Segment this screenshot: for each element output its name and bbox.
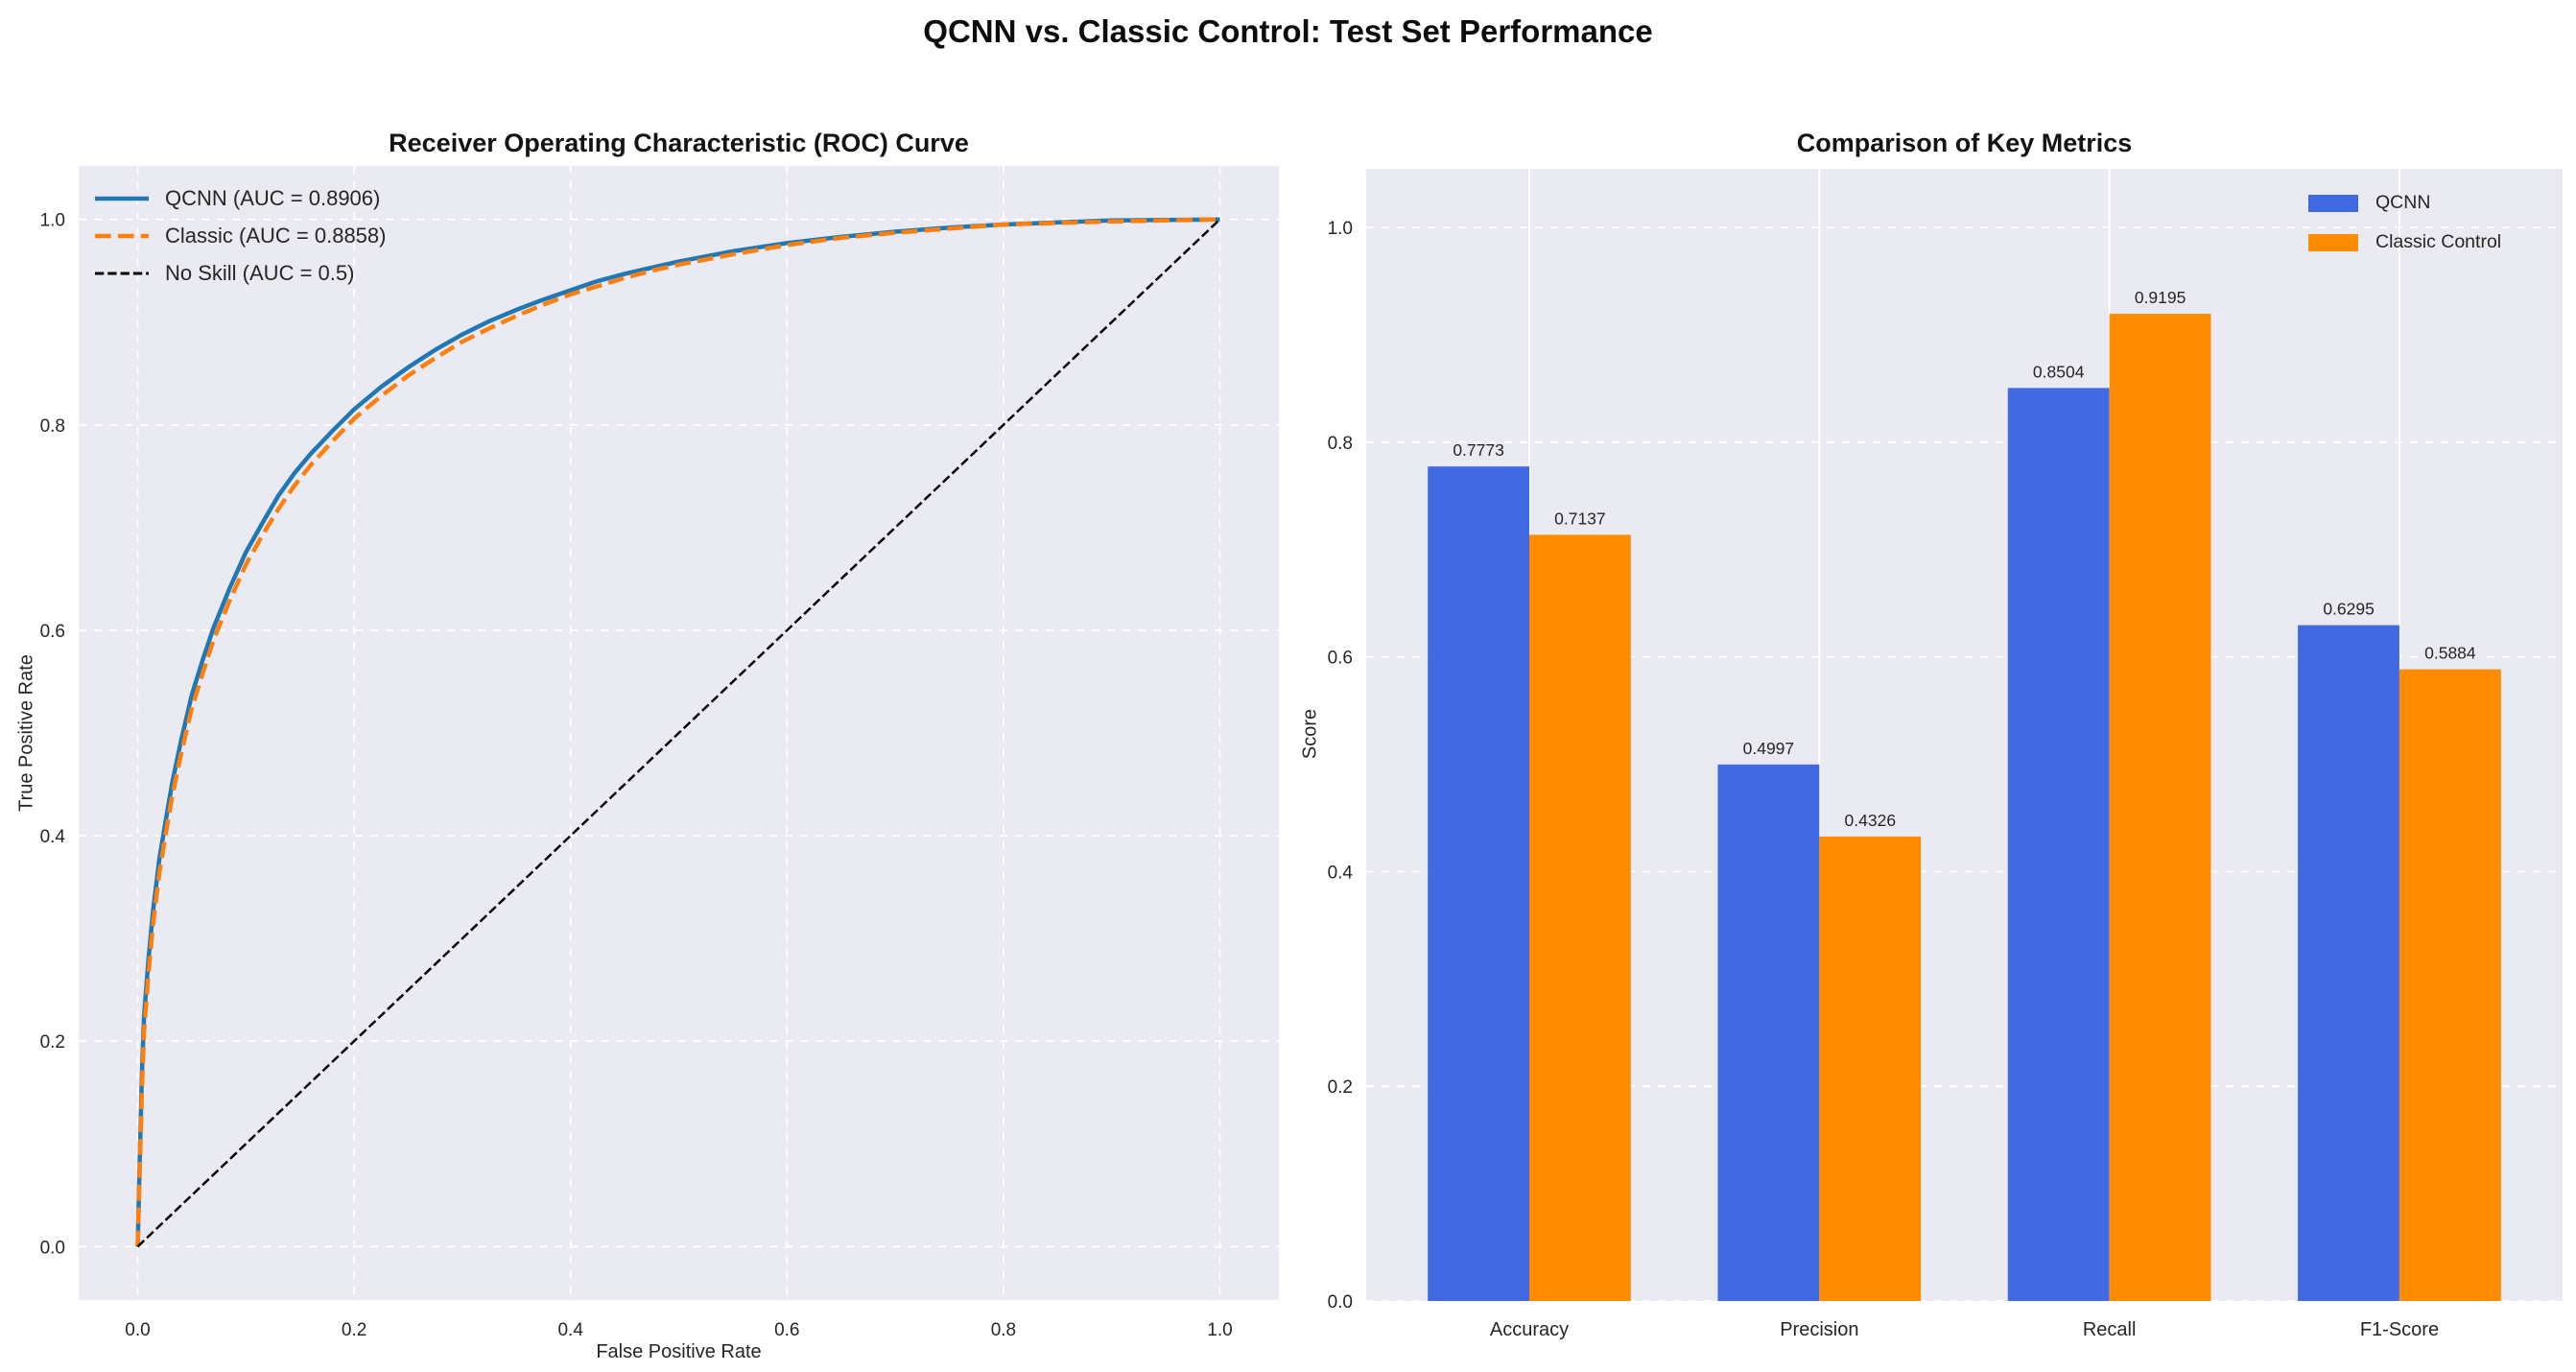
bar-value-label: 0.7137 <box>1554 509 1606 528</box>
bar-value-label: 0.7773 <box>1453 440 1504 460</box>
roc-legend-line-qcnn <box>95 196 149 201</box>
roc-legend: QCNN (AUC = 0.8906) Classic (AUC = 0.885… <box>94 184 386 288</box>
metrics-y-tick-label: 0.0 <box>1328 1292 1353 1313</box>
metrics-x-category-label: Recall <box>2083 1319 2137 1340</box>
roc-legend-entry-classic: Classic (AUC = 0.8858) <box>94 222 386 250</box>
bar-value-label: 0.5884 <box>2424 644 2476 663</box>
roc-y-tick-label: 0.0 <box>40 1238 65 1258</box>
roc-y-tick-label: 0.8 <box>40 416 65 437</box>
roc-legend-line-classic <box>95 233 149 239</box>
metrics-y-tick-label: 0.8 <box>1328 434 1353 454</box>
roc-x-tick-label: 0.2 <box>342 1320 366 1340</box>
bar-value-label: 0.9195 <box>2135 288 2186 307</box>
roc-x-tick-label: 0.6 <box>774 1320 799 1340</box>
roc-x-tick-label: 0.4 <box>557 1320 583 1340</box>
roc-legend-label-classic: Classic (AUC = 0.8858) <box>165 224 387 248</box>
metrics-x-category-label: F1-Score <box>2360 1319 2439 1340</box>
roc-legend-entry-noskill: No Skill (AUC = 0.5) <box>94 259 386 288</box>
bar-qcnn-precision <box>1717 764 1820 1301</box>
metrics-legend-entry-classic: Classic Control <box>2308 227 2501 257</box>
metrics-legend-label-qcnn: QCNN <box>2375 192 2431 213</box>
metrics-yaxis-label: Score <box>1299 708 1321 760</box>
metrics-legend: QCNN Classic Control <box>2308 188 2501 257</box>
roc-y-tick-label: 1.0 <box>40 211 65 231</box>
metrics-y-tick-label: 0.6 <box>1328 649 1353 669</box>
bar-value-label: 0.8504 <box>2033 362 2085 381</box>
roc-y-tick-label: 0.6 <box>40 622 65 642</box>
roc-y-tick-label: 0.4 <box>40 827 66 847</box>
roc-legend-label-qcnn: QCNN (AUC = 0.8906) <box>165 186 381 210</box>
bar-qcnn-f1-score <box>2298 625 2399 1301</box>
roc-legend-label-noskill: No Skill (AUC = 0.5) <box>165 261 355 285</box>
roc-x-tick-label: 0.0 <box>125 1320 150 1340</box>
bar-value-label: 0.4326 <box>1845 811 1897 830</box>
bar-value-label: 0.6295 <box>2323 600 2375 619</box>
roc-legend-entry-qcnn: QCNN (AUC = 0.8906) <box>94 184 386 213</box>
bar-value-label: 0.4997 <box>1743 739 1795 758</box>
roc-x-tick-label: 0.8 <box>991 1320 1016 1340</box>
roc-y-tick-label: 0.2 <box>40 1032 65 1053</box>
metrics-y-tick-label: 0.2 <box>1328 1077 1353 1098</box>
metrics-title: Comparison of Key Metrics <box>1796 129 2133 157</box>
roc-curve-0 <box>135 217 1220 1247</box>
roc-xaxis-label: False Positive Rate <box>596 1341 762 1362</box>
bar-qcnn-recall <box>2007 388 2110 1301</box>
metrics-legend-swatch-qcnn <box>2308 194 2358 212</box>
roc-yaxis-label: True Positive Rate <box>15 654 37 812</box>
figure-suptitle: QCNN vs. Classic Control: Test Set Perfo… <box>923 13 1653 49</box>
metrics-legend-label-classic: Classic Control <box>2375 231 2502 252</box>
bar-classic-accuracy <box>1529 534 1631 1301</box>
metrics-legend-entry-qcnn: QCNN <box>2308 188 2501 218</box>
bar-classic-precision <box>1819 836 1922 1301</box>
bar-classic-recall <box>2109 314 2211 1302</box>
bar-qcnn-accuracy <box>1428 466 1529 1301</box>
roc-legend-line-noskill <box>95 272 149 275</box>
roc-curve-1 <box>135 217 1220 1247</box>
metrics-x-category-label: Accuracy <box>1490 1319 1569 1340</box>
metrics-x-category-label: Precision <box>1780 1319 1858 1340</box>
roc-x-tick-label: 1.0 <box>1207 1320 1232 1340</box>
metrics-y-tick-label: 1.0 <box>1328 219 1353 239</box>
roc-curve-2 <box>136 218 1221 1248</box>
roc-title: Receiver Operating Characteristic (ROC) … <box>389 129 969 157</box>
metrics-legend-swatch-classic <box>2308 233 2358 251</box>
bar-classic-f1-score <box>2399 669 2501 1301</box>
metrics-y-tick-label: 0.4 <box>1328 863 1354 883</box>
